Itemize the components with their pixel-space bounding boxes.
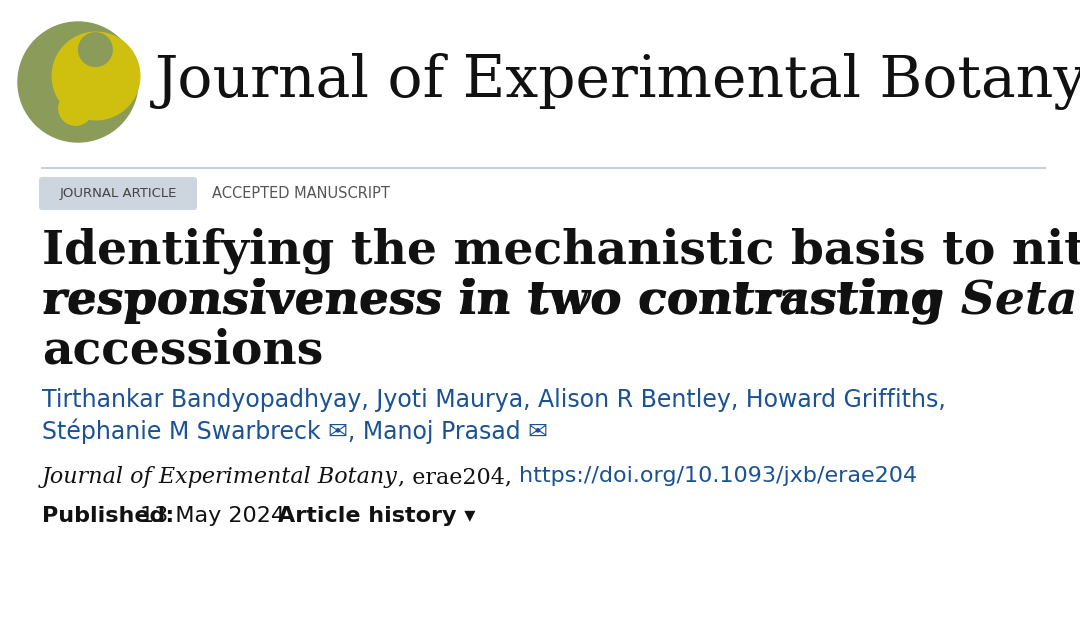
Text: , erae204,: , erae204,	[397, 466, 519, 488]
Circle shape	[18, 22, 138, 142]
FancyBboxPatch shape	[39, 177, 197, 210]
Text: Journal of Experimental Botany: Journal of Experimental Botany	[42, 466, 397, 488]
Text: ACCEPTED MANUSCRIPT: ACCEPTED MANUSCRIPT	[212, 186, 390, 201]
Circle shape	[79, 33, 112, 66]
Text: Stéphanie M Swarbreck ✉, Manoj Prasad ✉: Stéphanie M Swarbreck ✉, Manoj Prasad ✉	[42, 418, 548, 443]
Text: accessions: accessions	[42, 328, 323, 374]
Text: Journal of Experimental Botany: Journal of Experimental Botany	[156, 53, 1080, 111]
Text: JOURNAL ARTICLE: JOURNAL ARTICLE	[59, 187, 177, 200]
Circle shape	[14, 18, 141, 146]
Circle shape	[58, 92, 93, 125]
Text: responsiveness in two contrasting Setaria italica: responsiveness in two contrasting Setari…	[42, 278, 1080, 325]
Text: Tirthankar Bandyopadhyay, Jyoti Maurya, Alison R Bentley, Howard Griffiths,: Tirthankar Bandyopadhyay, Jyoti Maurya, …	[42, 388, 946, 412]
Text: Article history ▾: Article history ▾	[278, 506, 475, 526]
Text: 13 May 2024: 13 May 2024	[140, 506, 285, 526]
Text: Published:: Published:	[42, 506, 174, 526]
Circle shape	[52, 32, 139, 120]
Text: responsiveness in two contrasting: responsiveness in two contrasting	[42, 278, 960, 325]
Text: https://doi.org/10.1093/jxb/erae204: https://doi.org/10.1093/jxb/erae204	[519, 466, 917, 486]
Text: Identifying the mechanistic basis to nitrogen: Identifying the mechanistic basis to nit…	[42, 228, 1080, 274]
